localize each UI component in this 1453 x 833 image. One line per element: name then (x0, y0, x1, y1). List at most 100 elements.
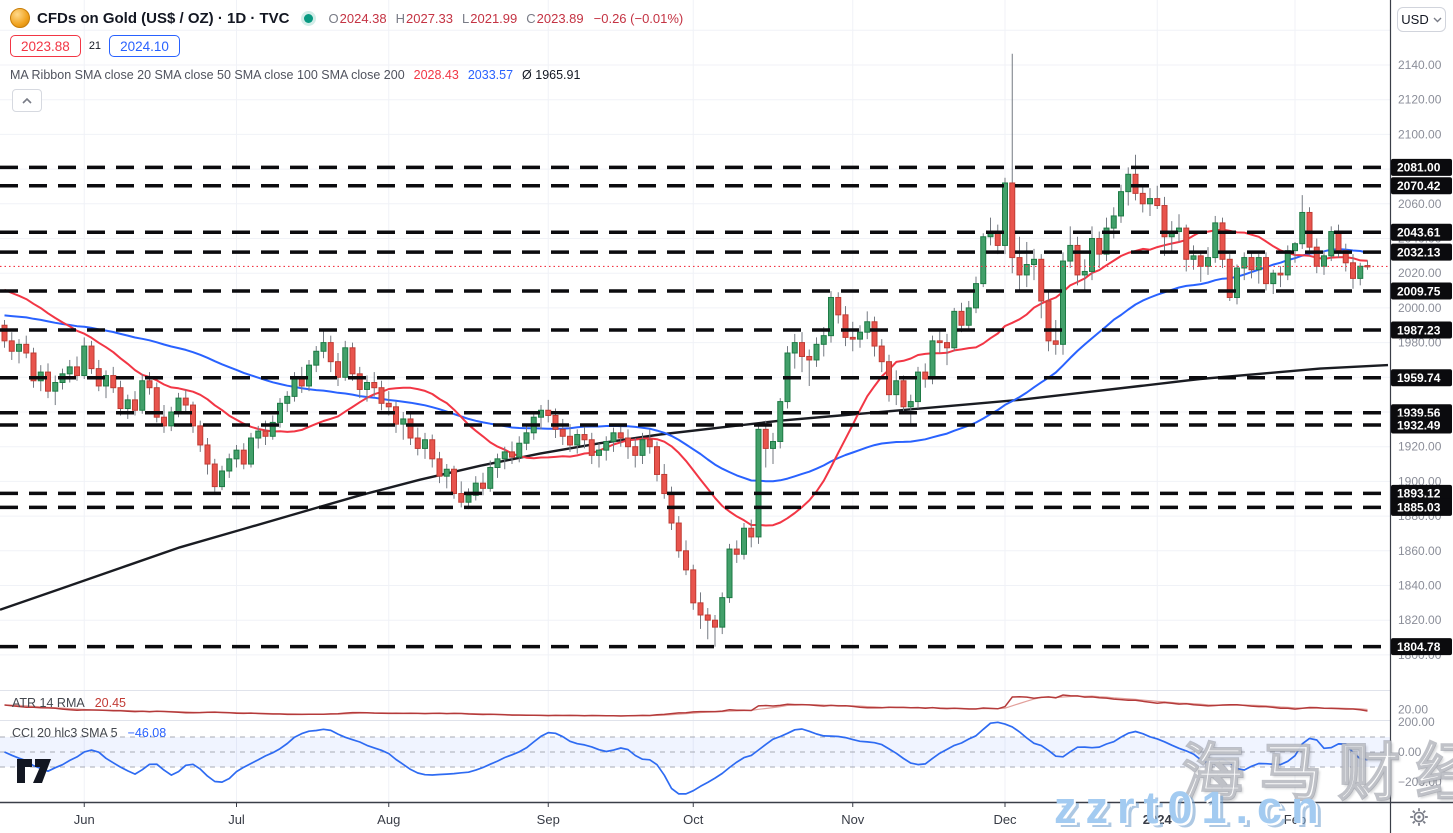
level-price-label: 2009.75 (1397, 284, 1441, 298)
spread-value: 21 (88, 40, 102, 52)
candle (1139, 192, 1146, 205)
candle (588, 439, 595, 456)
candle (559, 428, 566, 437)
candle (893, 380, 900, 396)
time-axis[interactable] (0, 803, 1390, 833)
level-price-label-bg (1391, 498, 1452, 516)
candle (197, 425, 204, 446)
candle (443, 468, 450, 477)
candle (465, 494, 472, 503)
currency-label: USD (1401, 12, 1429, 27)
candle (581, 434, 588, 441)
collapse-legend-button[interactable] (12, 89, 42, 112)
candle (313, 350, 320, 366)
candle (1125, 173, 1132, 193)
candle (52, 381, 59, 392)
candle (1074, 244, 1081, 276)
candle (240, 449, 247, 465)
candle (1292, 243, 1298, 252)
close-value: 2023.89 (536, 10, 584, 26)
cci-legend-label: CCI 20 hlc3 SMA 5 (12, 726, 118, 740)
candle (1357, 265, 1364, 279)
candle (1335, 231, 1342, 252)
candle (1255, 257, 1262, 271)
candle (335, 361, 341, 378)
candle (1183, 227, 1190, 260)
symbol-title[interactable]: CFDs on Gold (US$ / OZ) · 1D · TVC (37, 9, 290, 27)
price-axis[interactable] (1391, 40, 1453, 802)
candle (791, 342, 798, 354)
candle (574, 434, 581, 446)
candle (915, 371, 921, 403)
candle (1161, 205, 1168, 238)
candle (204, 444, 211, 465)
candle (617, 432, 624, 439)
candle (146, 380, 153, 389)
ma-sma20-value: 2028.43 (413, 68, 459, 82)
atr-axis-label: 20.00 (1398, 702, 1428, 716)
level-price-label: 1893.12 (1397, 487, 1441, 501)
candle (1241, 257, 1248, 269)
candle (458, 493, 465, 503)
price-tick-label: 1920.00 (1398, 440, 1442, 454)
buy-button[interactable]: 2024.10 (109, 35, 180, 57)
candle (1219, 222, 1226, 260)
cci-legend[interactable]: CCI 20 hlc3 SMA 5 −46.08 (12, 726, 166, 740)
level-price-label-bg (1391, 158, 1452, 176)
candle (697, 602, 704, 616)
ma-ribbon-label: MA Ribbon SMA close 20 SMA close 50 SMA … (10, 68, 405, 82)
candle (1299, 211, 1306, 245)
ma-sma50-value: 2033.57 (467, 68, 514, 82)
candle (66, 366, 73, 375)
candle (748, 527, 755, 538)
candle (501, 451, 508, 460)
currency-selector[interactable]: USD (1397, 7, 1446, 32)
candle (878, 345, 885, 363)
candle (907, 401, 914, 408)
candle (356, 373, 363, 390)
candle (1023, 264, 1030, 276)
candle (726, 548, 733, 599)
candle (980, 236, 987, 285)
candle (400, 418, 407, 425)
candle (951, 310, 958, 349)
candle (712, 619, 718, 628)
ma-avg-line (0, 363, 1389, 611)
cci-value: −46.08 (127, 726, 167, 740)
candle (1103, 227, 1110, 255)
candle (132, 399, 138, 411)
candle (248, 437, 254, 465)
candle (1270, 272, 1277, 285)
ma-ribbon-legend[interactable]: MA Ribbon SMA close 20 SMA close 50 SMA … (10, 68, 580, 82)
time-axis-label: Feb (1284, 812, 1306, 827)
candle (1313, 246, 1320, 267)
candle (936, 340, 943, 344)
candle (487, 467, 494, 489)
candle (704, 614, 711, 621)
candle (1226, 258, 1233, 298)
tradingview-logo[interactable] (16, 758, 52, 789)
axis-settings-button[interactable] (1408, 806, 1430, 833)
candle (1263, 257, 1269, 285)
sell-button[interactable]: 2023.88 (10, 35, 81, 57)
candle (1205, 257, 1211, 267)
cci-line (4, 721, 1368, 795)
gear-icon (1410, 808, 1428, 826)
candle (255, 430, 262, 439)
candle (211, 463, 218, 488)
level-price-label-bg (1391, 638, 1452, 656)
candle (364, 381, 370, 390)
level-price-label-bg (1391, 243, 1452, 261)
candle (639, 439, 646, 456)
candle (1350, 262, 1356, 279)
candle (124, 399, 131, 410)
open-value: 2024.38 (339, 10, 387, 26)
candle (567, 435, 573, 446)
candle (1110, 215, 1117, 229)
time-axis-label: Jul (228, 812, 245, 827)
candle (944, 342, 950, 349)
atr-legend[interactable]: ATR 14 RMA 20.45 (12, 696, 126, 710)
level-price-label: 1885.03 (1397, 501, 1441, 515)
candle (1154, 198, 1161, 207)
